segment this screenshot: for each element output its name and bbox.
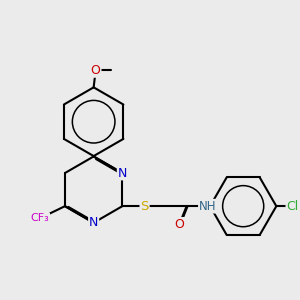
Text: CF₃: CF₃ <box>31 213 49 223</box>
Text: S: S <box>140 200 149 213</box>
Text: N: N <box>89 216 98 229</box>
Text: N: N <box>118 167 127 179</box>
Text: NH: NH <box>199 200 216 213</box>
Text: Cl: Cl <box>286 200 298 213</box>
Text: O: O <box>91 64 100 77</box>
Text: O: O <box>174 218 184 231</box>
